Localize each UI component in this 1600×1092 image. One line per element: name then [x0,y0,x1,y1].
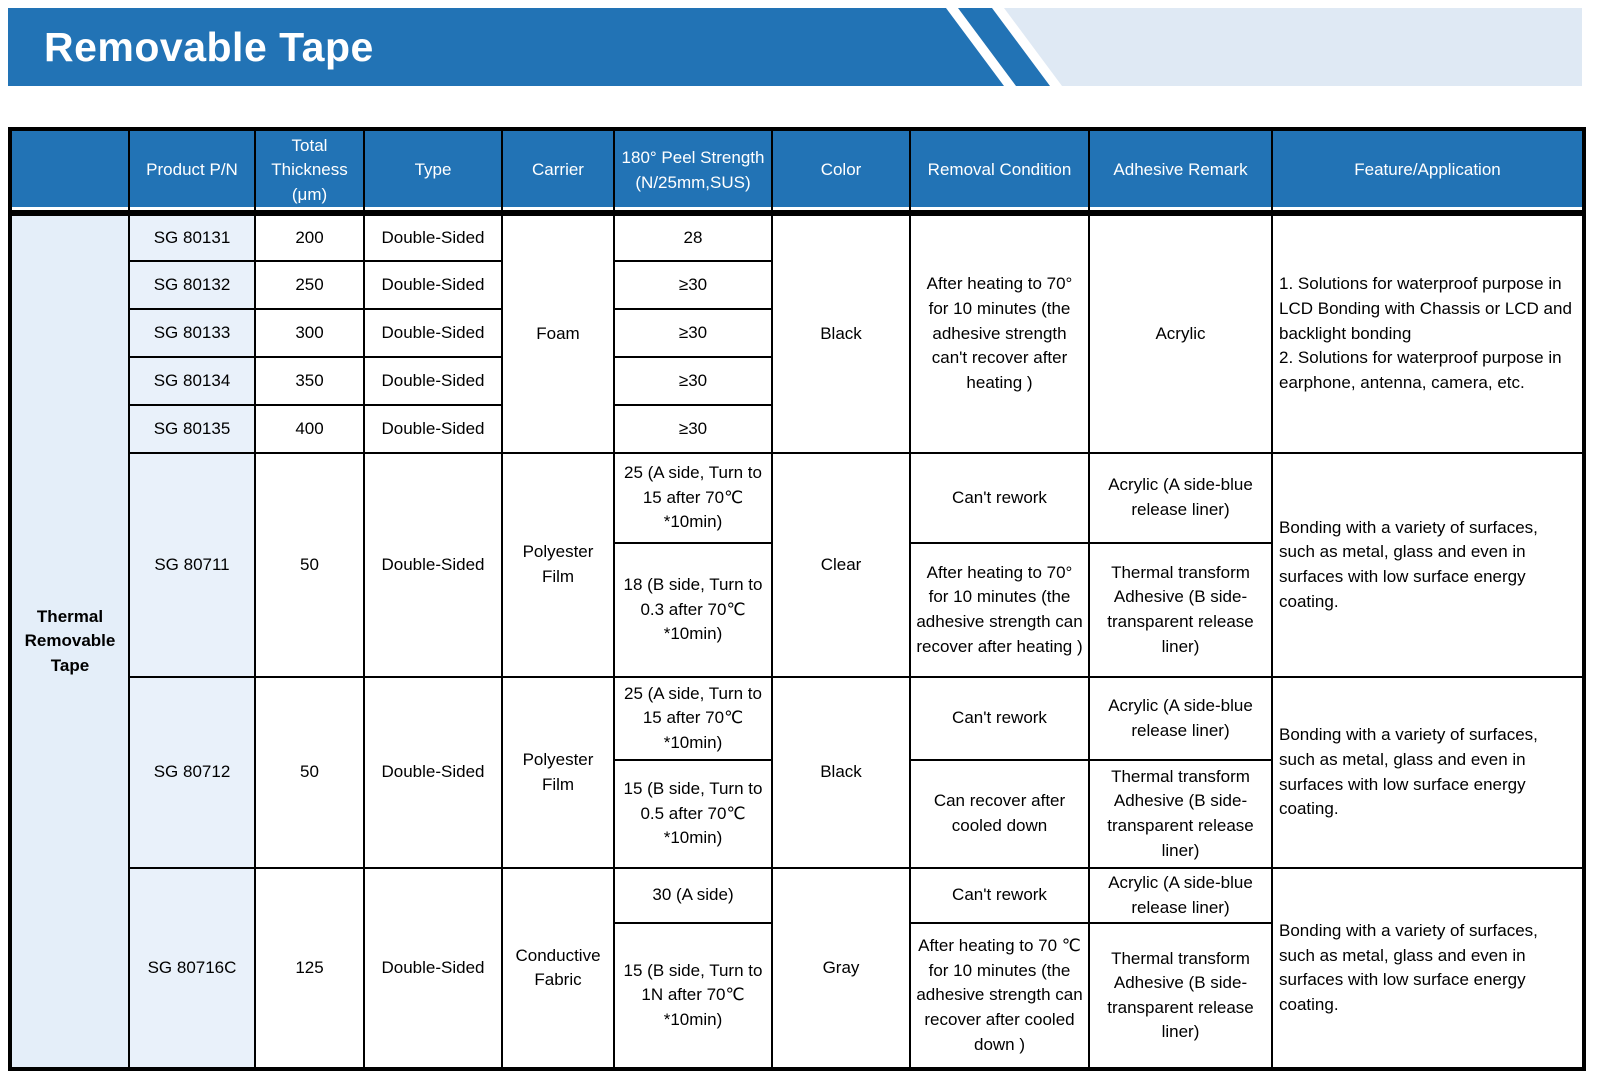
cell-removal-a: Can't rework [909,452,1090,544]
cell-removal-a: Can't rework [909,676,1090,761]
header-color: Color [771,128,911,216]
cell-carrier: Conductive Fabric [501,866,615,1071]
cell-feature: Bonding with a variety of surfaces, such… [1271,452,1585,678]
cell-type: Double-Sided [363,452,503,678]
table-header-row: Product P/N Total Thickness (μm) Type Ca… [9,128,1585,216]
cell-thickness: 400 [254,404,365,454]
removable-tape-table: Product P/N Total Thickness (μm) Type Ca… [8,127,1586,1072]
cell-adhesive-a: Acrylic (A side-blue release liner) [1088,676,1273,761]
cell-peel: ≥30 [613,356,773,406]
banner-lightband-shape [1004,8,1582,86]
table-row: 15 (B side, Turn to 0.5 after 70℃ *10min… [10,759,1584,869]
cell-feature: 1. Solutions for waterproof purpose in L… [1271,212,1585,454]
header-type: Type [363,128,503,216]
cell-pn: SG 80716C [128,866,256,1071]
cell-color: Clear [771,452,911,678]
cell-pn: SG 80712 [128,676,256,869]
table-row: SG 80132 250 Double-Sided ≥30 [10,260,1584,310]
header-group-cell [9,128,130,216]
header-carrier: Carrier [501,128,615,216]
table-row: SG 80712 50 Double-Sided Polyester Film … [10,676,1585,869]
cell-pn: SG 80711 [128,452,256,678]
cell-type: Double-Sided [363,866,503,1071]
cell-removal-b: After heating to 70 ℃ for 10 minutes (th… [909,922,1090,1071]
cell-pn: SG 80132 [128,260,256,310]
cell-feature: Bonding with a variety of surfaces, such… [1271,676,1585,869]
cell-thickness: 250 [254,260,365,310]
cell-removal-condition: After heating to 70° for 10 minutes (the… [909,212,1090,454]
header-feature-application: Feature/Application [1271,128,1585,216]
cell-feature: Bonding with a variety of surfaces, such… [1271,866,1585,1071]
cell-type: Double-Sided [363,356,503,406]
cell-type: Double-Sided [363,404,503,454]
cell-adhesive-b: Thermal transform Adhesive (B side-trans… [1088,922,1273,1071]
cell-carrier: Foam [501,212,615,454]
cell-thickness: 200 [254,212,365,262]
cell-adhesive-b: Thermal transform Adhesive (B side-trans… [1088,759,1273,869]
group-label-thermal-removable-tape: Thermal Removable Tape [9,211,130,1071]
header-total-thickness: Total Thickness (μm) [254,128,365,216]
cell-thickness: 350 [254,356,365,406]
table-row: SG 80716C 125 Double-Sided Conductive Fa… [10,866,1585,1071]
header-removal-condition: Removal Condition [909,128,1090,216]
cell-adhesive-a: Acrylic (A side-blue release liner) [1088,452,1273,544]
cell-type: Double-Sided [363,212,503,262]
cell-removal-b: After heating to 70° for 10 minutes (the… [909,542,1090,678]
cell-adhesive-remark: Acrylic [1088,212,1273,454]
header-adhesive-remark: Adhesive Remark [1088,128,1273,216]
cell-thickness: 300 [254,308,365,358]
page-banner: Removable Tape [8,8,1582,86]
table-row: SG 80711 50 Double-Sided Polyester Film … [10,452,1585,678]
cell-color: Black [771,212,911,454]
cell-thickness: 50 [254,452,365,678]
table-row: SG 80133 300 Double-Sided ≥30 [10,308,1584,358]
cell-peel-a: 25 (A side, Turn to 15 after 70℃ *10min) [613,676,773,761]
table-row: 15 (B side, Turn to 1N after 70℃ *10min)… [10,922,1584,1071]
cell-peel-b: 15 (B side, Turn to 1N after 70℃ *10min) [613,922,773,1071]
cell-peel-b: 15 (B side, Turn to 0.5 after 70℃ *10min… [613,759,773,869]
header-product-pn: Product P/N [128,128,256,216]
cell-thickness: 50 [254,676,365,869]
cell-color: Gray [771,866,911,1071]
cell-type: Double-Sided [363,308,503,358]
cell-peel-b: 18 (B side, Turn to 0.3 after 70℃ *10min… [613,542,773,678]
cell-pn: SG 80135 [128,404,256,454]
cell-carrier: Polyester Film [501,676,615,869]
cell-peel: ≥30 [613,404,773,454]
cell-color: Black [771,676,911,869]
table-row: 18 (B side, Turn to 0.3 after 70℃ *10min… [10,542,1584,678]
table-row: SG 80134 350 Double-Sided ≥30 [10,356,1584,406]
cell-adhesive-b: Thermal transform Adhesive (B side-trans… [1088,542,1273,678]
cell-adhesive-a: Acrylic (A side-blue release liner) [1088,866,1273,925]
cell-removal-b: Can recover after cooled down [909,759,1090,869]
cell-thickness: 125 [254,866,365,1071]
cell-peel-a: 25 (A side, Turn to 15 after 70℃ *10min) [613,452,773,544]
cell-carrier: Polyester Film [501,452,615,678]
cell-pn: SG 80133 [128,308,256,358]
cell-peel: 28 [613,212,773,262]
cell-pn: SG 80131 [128,212,256,262]
cell-type: Double-Sided [363,676,503,869]
cell-peel: ≥30 [613,260,773,310]
page-title: Removable Tape [44,23,374,70]
cell-pn: SG 80134 [128,356,256,406]
cell-type: Double-Sided [363,260,503,310]
cell-peel: ≥30 [613,308,773,358]
cell-removal-a: Can't rework [909,866,1090,925]
banner-blue-shape [8,8,1004,86]
header-peel-strength: 180° Peel Strength (N/25mm,SUS) [613,128,773,216]
cell-peel-a: 30 (A side) [613,866,773,925]
table-row: Thermal Removable Tape SG 80131 200 Doub… [9,211,1585,1071]
table-row: SG 80135 400 Double-Sided ≥30 [10,404,1584,454]
